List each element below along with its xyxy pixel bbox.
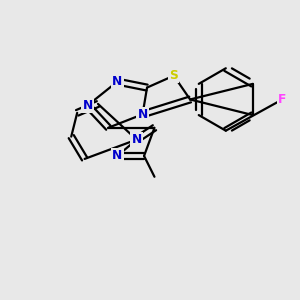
Text: N: N [131, 133, 142, 146]
Text: F: F [278, 93, 286, 106]
Text: N: N [112, 149, 122, 162]
Text: N: N [137, 108, 148, 121]
Text: S: S [169, 69, 178, 82]
Text: N: N [112, 75, 122, 88]
Text: N: N [82, 99, 93, 112]
